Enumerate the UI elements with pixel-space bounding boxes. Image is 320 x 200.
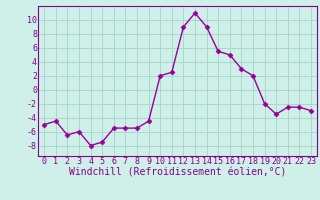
X-axis label: Windchill (Refroidissement éolien,°C): Windchill (Refroidissement éolien,°C) <box>69 168 286 178</box>
